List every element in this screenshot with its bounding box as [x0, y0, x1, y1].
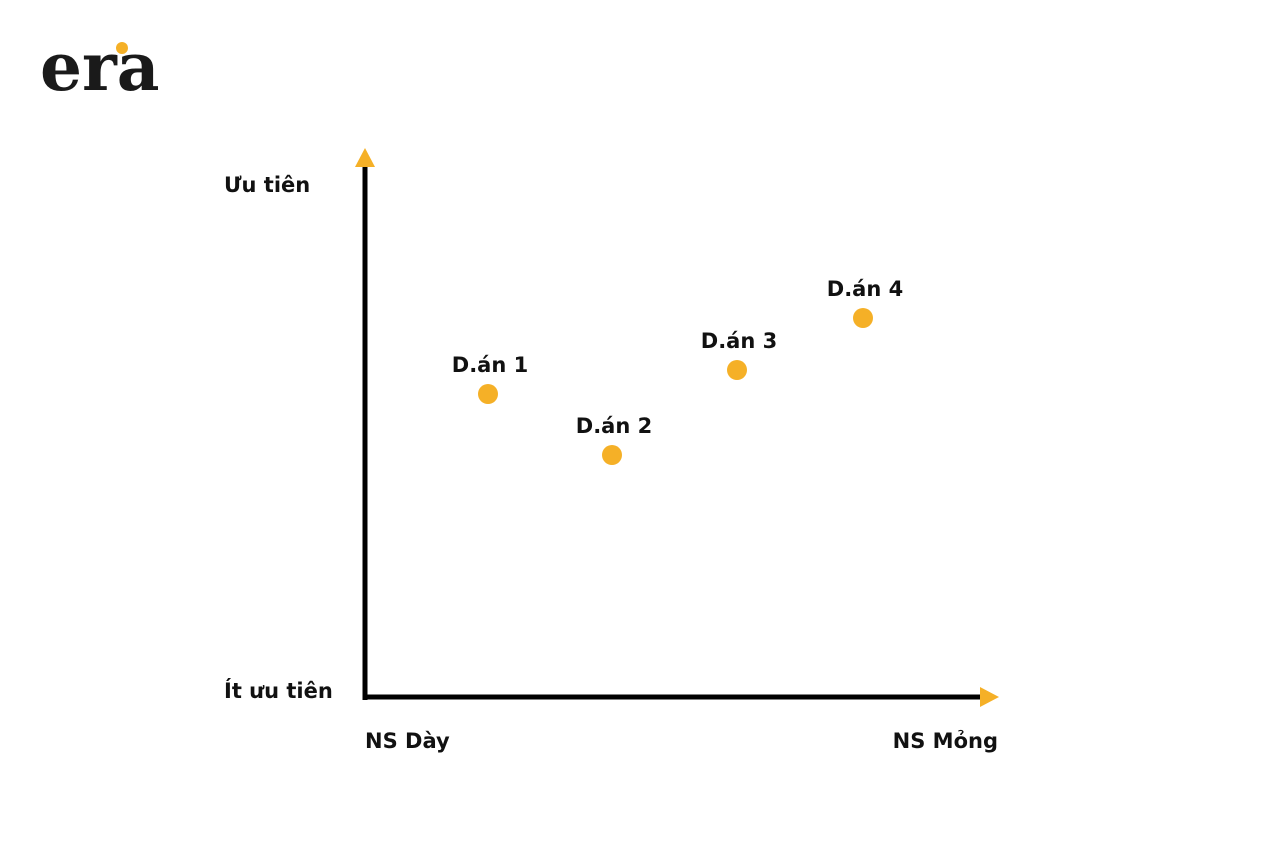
node-dot: [478, 384, 498, 404]
y-arrow: [355, 148, 375, 167]
y-bottom-label: Ít ưu tiên: [224, 678, 333, 703]
node-dot: [727, 360, 747, 380]
logo: era: [40, 28, 160, 106]
node-label: D.án 3: [701, 329, 777, 353]
node-label: D.án 4: [827, 277, 903, 301]
node-label: D.án 1: [452, 353, 528, 377]
y-top-label: Ưu tiên: [224, 173, 310, 197]
x-left-label: NS Dày: [365, 729, 450, 753]
x-right-label: NS Mỏng: [893, 729, 998, 753]
logo-dot: [116, 42, 128, 54]
node-dot: [853, 308, 873, 328]
node-label: D.án 2: [576, 414, 652, 438]
x-arrow: [980, 687, 999, 707]
nodes: D.án 1 D.án 2 D.án 3 D.án 4: [452, 277, 903, 465]
node-dot: [602, 445, 622, 465]
